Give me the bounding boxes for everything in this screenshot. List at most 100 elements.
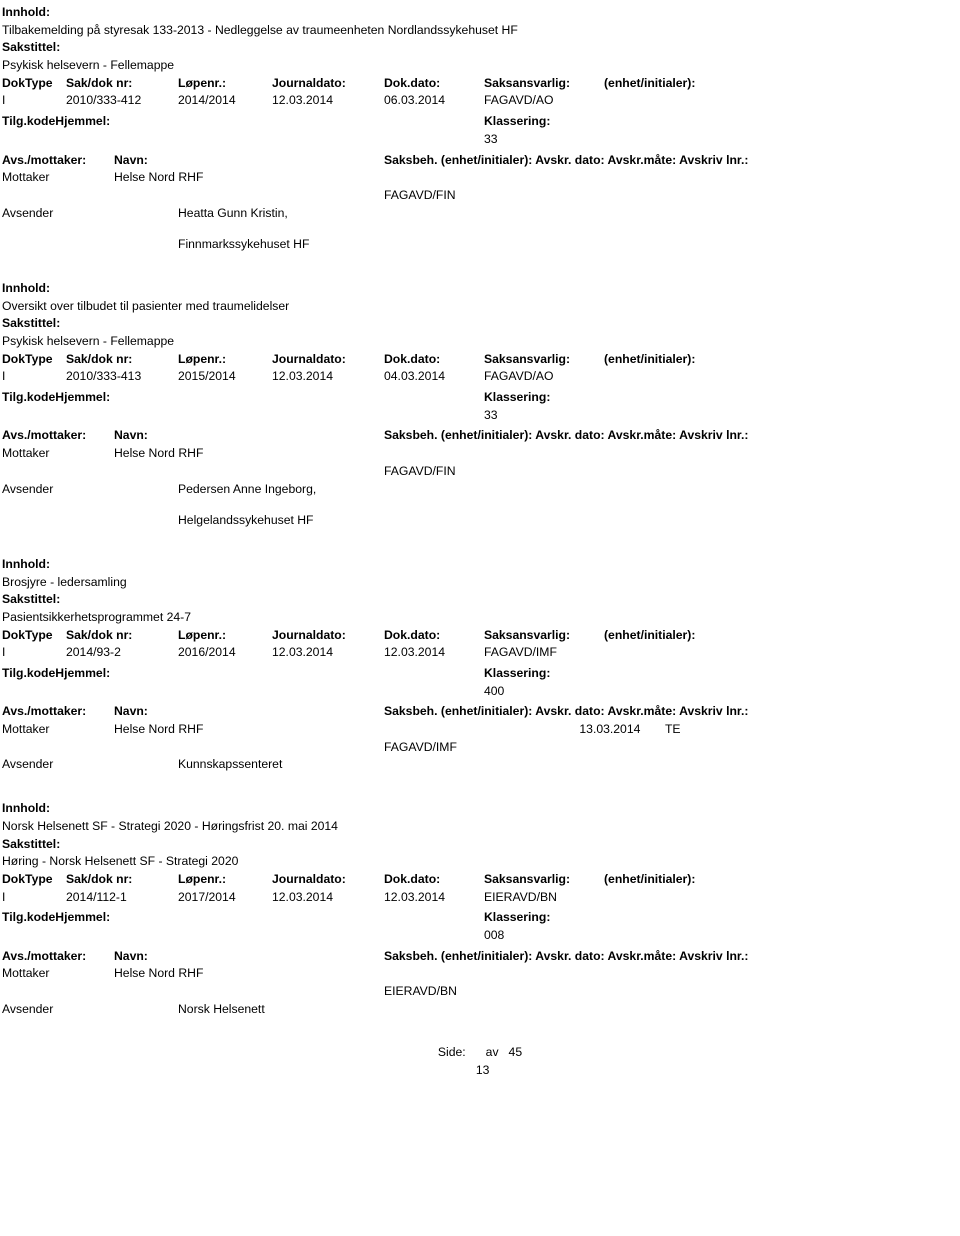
avskrivlnr-text: Avskriv lnr.: — [679, 949, 748, 963]
klass-header: Tilg.kodeHjemmel: Klassering: — [2, 665, 958, 683]
col-sakdok: Sak/dok nr: — [66, 351, 178, 369]
avsmottaker-label: Avs./mottaker: — [2, 152, 114, 170]
val-journaldato: 12.03.2014 — [272, 644, 384, 662]
innhold-label: Innhold: — [2, 280, 958, 298]
avskrmate-text: Avskr.måte: — [608, 428, 677, 442]
avsender-name: Kunnskapssenteret — [178, 756, 958, 774]
val-sakdok: 2010/333-412 — [66, 92, 178, 110]
tilgkode-hjemmel-label: Tilg.kodeHjemmel: — [2, 113, 484, 131]
tilgkode-hjemmel-label: Tilg.kodeHjemmel: — [2, 389, 484, 407]
klass-header: Tilg.kodeHjemmel: Klassering: — [2, 909, 958, 927]
val-doktype: I — [2, 889, 66, 907]
col-sakdok: Sak/dok nr: — [66, 627, 178, 645]
val-saksansvarlig: FAGAVD/AO — [484, 92, 604, 110]
innhold-label: Innhold: — [2, 4, 958, 22]
avsmottaker-label: Avs./mottaker: — [2, 427, 114, 445]
avsender-label: Avsender — [2, 205, 178, 223]
avsender-org-row: Helgelandssykehuset HF — [2, 512, 958, 530]
avskrmate-text: Avskr.måte: — [608, 704, 677, 718]
val-enhet — [604, 368, 958, 386]
saksbeh-label: Saksbeh. (enhet/initialer): Avskr. dato:… — [384, 703, 958, 721]
avsender-label: Avsender — [2, 1001, 178, 1019]
unit-value: FAGAVD/FIN — [384, 463, 958, 481]
mottaker-avskr — [384, 169, 958, 187]
party-header: Avs./mottaker: Navn: Saksbeh. (enhet/ini… — [2, 152, 958, 170]
mottaker-row: Mottaker Helse Nord RHF — [2, 445, 958, 463]
navn-label: Navn: — [114, 152, 384, 170]
klass-header: Tilg.kodeHjemmel: Klassering: — [2, 113, 958, 131]
journal-record: Innhold: Norsk Helsenett SF - Strategi 2… — [2, 800, 958, 1018]
avsender-name: Norsk Helsenett — [178, 1001, 958, 1019]
val-enhet — [604, 92, 958, 110]
col-enhet: (enhet/initialer): — [604, 351, 958, 369]
unit-row: FAGAVD/FIN — [2, 187, 958, 205]
mottaker-name: Helse Nord RHF — [114, 445, 384, 463]
sakstittel-text: Høring - Norsk Helsenett SF - Strategi 2… — [2, 853, 958, 871]
klass-values: 400 — [2, 683, 958, 701]
val-saksansvarlig: FAGAVD/IMF — [484, 644, 604, 662]
party-header: Avs./mottaker: Navn: Saksbeh. (enhet/ini… — [2, 427, 958, 445]
col-doktype: DokType — [2, 871, 66, 889]
avsender-org-row: Finnmarkssykehuset HF — [2, 236, 958, 254]
val-dokdato: 04.03.2014 — [384, 368, 484, 386]
columns-header: DokType Sak/dok nr: Løpenr.: Journaldato… — [2, 351, 958, 369]
col-doktype: DokType — [2, 351, 66, 369]
unit-value: FAGAVD/IMF — [384, 739, 958, 757]
val-dokdato: 12.03.2014 — [384, 889, 484, 907]
mottaker-label: Mottaker — [2, 965, 114, 983]
klassering-label: Klassering: — [484, 909, 958, 927]
mottaker-label: Mottaker — [2, 721, 114, 739]
navn-label: Navn: — [114, 703, 384, 721]
col-doktype: DokType — [2, 627, 66, 645]
mottaker-label: Mottaker — [2, 445, 114, 463]
saksbeh-text: Saksbeh. (enhet/initialer): — [384, 428, 532, 442]
col-doktype: DokType — [2, 75, 66, 93]
mottaker-avskr — [384, 965, 958, 983]
val-doktype: I — [2, 644, 66, 662]
columns-header: DokType Sak/dok nr: Løpenr.: Journaldato… — [2, 627, 958, 645]
avskr-mate-value: TE — [665, 722, 681, 736]
avskrmate-text: Avskr.måte: — [608, 949, 677, 963]
party-header: Avs./mottaker: Navn: Saksbeh. (enhet/ini… — [2, 703, 958, 721]
avskrmate-text: Avskr.måte: — [608, 153, 677, 167]
col-enhet: (enhet/initialer): — [604, 75, 958, 93]
footer-top: Side: av 45 — [438, 1044, 522, 1062]
innhold-label: Innhold: — [2, 800, 958, 818]
klassering-label: Klassering: — [484, 113, 958, 131]
journal-record: Innhold: Oversikt over tilbudet til pasi… — [2, 280, 958, 530]
avsender-name: Heatta Gunn Kristin, — [178, 205, 958, 223]
av-label: av — [486, 1044, 499, 1062]
klassering-value: 008 — [484, 927, 958, 945]
tilgkode-value — [2, 131, 484, 149]
klassering-label: Klassering: — [484, 665, 958, 683]
tilgkode-hjemmel-label: Tilg.kodeHjemmel: — [2, 665, 484, 683]
avsender-label: Avsender — [2, 481, 178, 499]
avsender-row: Avsender Norsk Helsenett — [2, 1001, 958, 1019]
sakstittel-text: Psykisk helsevern - Fellemappe — [2, 57, 958, 75]
page-footer: Side: av 45 13 — [2, 1044, 958, 1079]
val-journaldato: 12.03.2014 — [272, 368, 384, 386]
klass-values: 33 — [2, 407, 958, 425]
col-journaldato: Journaldato: — [272, 627, 384, 645]
val-sakdok: 2010/333-413 — [66, 368, 178, 386]
col-lopenr: Løpenr.: — [178, 871, 272, 889]
val-journaldato: 12.03.2014 — [272, 92, 384, 110]
navn-label: Navn: — [114, 948, 384, 966]
col-dokdato: Dok.dato: — [384, 627, 484, 645]
col-lopenr: Løpenr.: — [178, 351, 272, 369]
saksbeh-text: Saksbeh. (enhet/initialer): — [384, 949, 532, 963]
val-doktype: I — [2, 368, 66, 386]
avsender-row: Avsender Kunnskapssenteret — [2, 756, 958, 774]
innhold-text: Tilbakemelding på styresak 133-2013 - Ne… — [2, 22, 958, 40]
hjemmel-label: Hjemmel: — [55, 114, 110, 128]
unit-value: FAGAVD/FIN — [384, 187, 958, 205]
footer-block: Side: av 45 13 — [438, 1044, 522, 1079]
col-sakdok: Sak/dok nr: — [66, 871, 178, 889]
tilgkode-value — [2, 683, 484, 701]
col-enhet: (enhet/initialer): — [604, 871, 958, 889]
col-journaldato: Journaldato: — [272, 351, 384, 369]
sakstittel-label: Sakstittel: — [2, 836, 958, 854]
sakstittel-text: Pasientsikkerhetsprogrammet 24-7 — [2, 609, 958, 627]
unit-value: EIERAVD/BN — [384, 983, 958, 1001]
current-page: 13 — [438, 1062, 522, 1080]
